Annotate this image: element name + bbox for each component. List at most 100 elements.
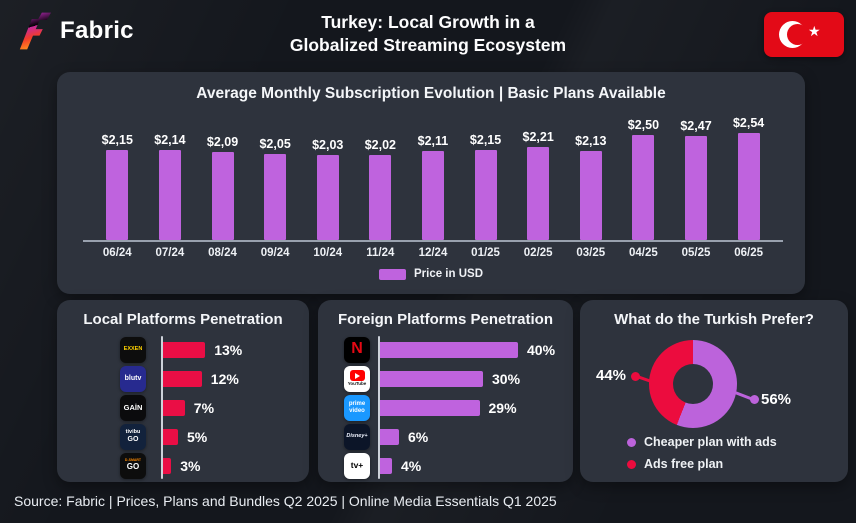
apple-tv-icon: tv+ bbox=[344, 453, 370, 479]
bar-column: $2,11 bbox=[407, 134, 460, 240]
gain-icon-label: GAİN bbox=[124, 404, 143, 412]
price-bar bbox=[264, 154, 286, 240]
turkey-flag-icon: ★ bbox=[764, 12, 844, 57]
foreign-rows: N 40% YouTube 30% primevideo 29% Disney+ 6% tv+4… bbox=[318, 335, 573, 480]
tivibu-go-icon-label: GO bbox=[128, 436, 139, 443]
bar-value-label: $2,47 bbox=[680, 119, 711, 133]
month-label: 07/24 bbox=[144, 247, 197, 259]
platform-row: tivibuGO5% bbox=[57, 422, 309, 451]
price-bar bbox=[106, 150, 128, 240]
subscription-panel: Average Monthly Subscription Evolution |… bbox=[57, 72, 805, 294]
gain-icon: GAİN bbox=[120, 395, 146, 421]
penetration-bar bbox=[378, 400, 480, 416]
price-bar bbox=[632, 135, 654, 240]
month-label: 05/25 bbox=[670, 247, 723, 259]
percent-label: 13% bbox=[214, 342, 242, 358]
percent-label: 40% bbox=[527, 342, 555, 358]
youtube-icon: YouTube bbox=[344, 366, 370, 392]
bar-column: $2,02 bbox=[354, 138, 407, 240]
price-bar bbox=[159, 150, 181, 240]
bar-value-label: $2,02 bbox=[365, 138, 396, 152]
platform-row: GAİN 7% bbox=[57, 393, 309, 422]
percent-label: 3% bbox=[180, 458, 200, 474]
legend-item-label: Ads free plan bbox=[644, 457, 723, 471]
platform-row: EXXEN 13% bbox=[57, 335, 309, 364]
foreign-axis-line bbox=[378, 336, 380, 479]
percent-label: 12% bbox=[211, 371, 239, 387]
subscription-months: 06/2407/2408/2409/2410/2411/2412/2401/25… bbox=[83, 247, 783, 259]
exxen-icon-label: EXXEN bbox=[124, 347, 143, 353]
legend-dot bbox=[627, 438, 636, 447]
subscription-title: Average Monthly Subscription Evolution |… bbox=[67, 85, 795, 103]
bar-value-label: $2,50 bbox=[628, 118, 659, 132]
bar-value-label: $2,21 bbox=[523, 130, 554, 144]
month-label: 03/25 bbox=[564, 247, 617, 259]
netflix-icon: N bbox=[344, 337, 370, 363]
blutv-icon-label: blutv bbox=[125, 375, 142, 382]
percent-label: 30% bbox=[492, 371, 520, 387]
disney-plus-icon: Disney+ bbox=[344, 424, 370, 450]
month-label: 06/24 bbox=[91, 247, 144, 259]
penetration-bar bbox=[161, 429, 178, 445]
price-bar bbox=[369, 155, 391, 240]
penetration-bar bbox=[378, 458, 392, 474]
platform-row: tv+4% bbox=[318, 451, 573, 480]
penetration-bar bbox=[378, 429, 399, 445]
apple-tv-icon-label: tv+ bbox=[351, 461, 364, 470]
bar-value-label: $2,05 bbox=[259, 137, 290, 151]
platform-row: blutv 12% bbox=[57, 364, 309, 393]
bar-column: $2,47 bbox=[670, 119, 723, 240]
exxen-icon: EXXEN bbox=[120, 337, 146, 363]
bar-column: $2,21 bbox=[512, 130, 565, 240]
bar-value-label: $2,03 bbox=[312, 138, 343, 152]
preference-panel: What do the Turkish Prefer? 44% 56% Chea… bbox=[580, 300, 848, 482]
price-legend: Price in USD bbox=[57, 268, 805, 280]
bar-column: $2,05 bbox=[249, 137, 302, 240]
bar-column: $2,14 bbox=[144, 133, 197, 240]
brand-name: Fabric bbox=[60, 17, 134, 45]
percent-label: 7% bbox=[194, 400, 214, 416]
price-bar bbox=[580, 151, 602, 241]
pie-legend: Cheaper plan with ads Ads free plan bbox=[627, 435, 777, 471]
infographic: Fabric Turkey: Local Growth in a Globali… bbox=[0, 0, 856, 523]
legend-item-label: Cheaper plan with ads bbox=[644, 435, 777, 449]
bar-column: $2,13 bbox=[564, 134, 617, 241]
penetration-bar bbox=[161, 400, 185, 416]
bar-value-label: $2,14 bbox=[154, 133, 185, 147]
penetration-bar bbox=[378, 342, 518, 358]
donut-chart bbox=[649, 340, 737, 428]
price-bar bbox=[212, 152, 234, 240]
month-label: 10/24 bbox=[301, 247, 354, 259]
pie-legend-item: Ads free plan bbox=[627, 457, 777, 471]
month-label: 06/25 bbox=[722, 247, 775, 259]
fabric-logo-icon bbox=[18, 12, 51, 50]
month-label: 04/25 bbox=[617, 247, 670, 259]
price-bar bbox=[422, 151, 444, 240]
platform-row: N 40% bbox=[318, 335, 573, 364]
month-label: 02/25 bbox=[512, 247, 565, 259]
bar-column: $2,03 bbox=[301, 138, 354, 240]
price-bar bbox=[527, 147, 549, 240]
connector-line-right bbox=[735, 391, 753, 400]
penetration-bar bbox=[378, 371, 483, 387]
percent-label: 29% bbox=[489, 400, 517, 416]
month-label: 12/24 bbox=[407, 247, 460, 259]
prime-video-icon: primevideo bbox=[344, 395, 370, 421]
platform-row: D-SMARTGO 3% bbox=[57, 451, 309, 480]
dsmart-go-icon: D-SMARTGO bbox=[120, 453, 146, 479]
bar-column: $2,09 bbox=[196, 135, 249, 240]
platform-row: Disney+ 6% bbox=[318, 422, 573, 451]
bar-value-label: $2,13 bbox=[575, 134, 606, 148]
tivibu-go-icon: tivibuGO bbox=[120, 424, 146, 450]
penetration-bar bbox=[161, 371, 202, 387]
local-platforms-title: Local Platforms Penetration bbox=[63, 311, 303, 328]
dsmart-go-icon-label: GO bbox=[127, 463, 139, 471]
pct-label-with-ads: 56% bbox=[761, 391, 791, 408]
month-label: 08/24 bbox=[196, 247, 249, 259]
price-bar bbox=[475, 150, 497, 240]
percent-label: 6% bbox=[408, 429, 428, 445]
legend-label: Price in USD bbox=[414, 268, 483, 280]
preference-title: What do the Turkish Prefer? bbox=[586, 311, 842, 328]
legend-dot bbox=[627, 460, 636, 469]
bar-column: $2,54 bbox=[722, 116, 775, 240]
